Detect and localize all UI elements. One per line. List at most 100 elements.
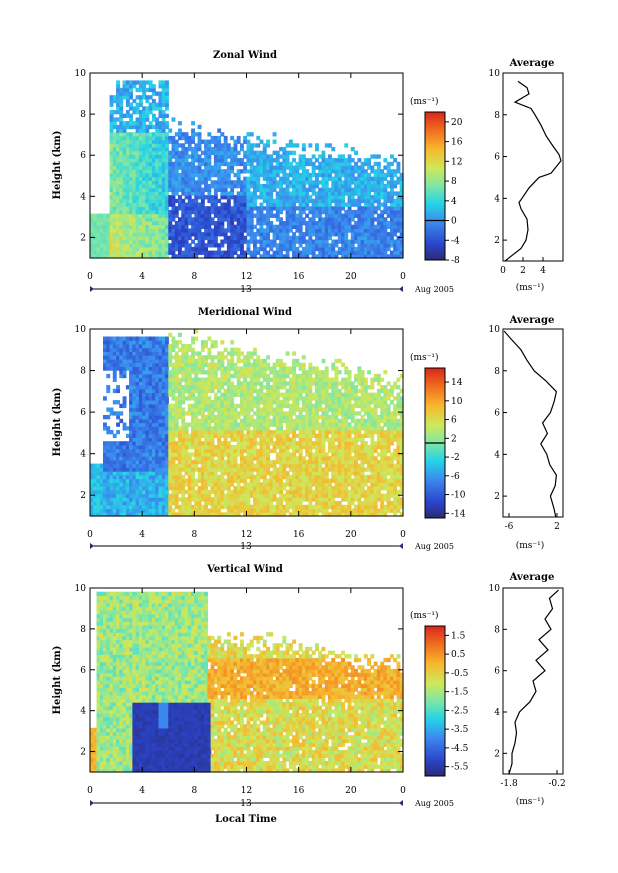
heatmap-cell xyxy=(240,478,244,483)
heatmap-cell xyxy=(103,336,107,341)
heatmap-cell xyxy=(266,493,270,498)
heatmap-cell xyxy=(217,224,222,229)
heatmap-cell xyxy=(194,150,199,155)
heatmap-cell xyxy=(171,224,176,229)
heatmap-cell xyxy=(142,456,147,461)
heatmap-cell xyxy=(151,501,156,506)
heatmap-cell xyxy=(148,482,153,487)
heatmap-cell xyxy=(119,169,124,174)
heatmap-cell xyxy=(151,448,156,453)
heatmap-cell xyxy=(151,150,156,155)
heatmap-cell xyxy=(243,213,248,218)
heatmap-cell xyxy=(191,418,195,424)
heatmap-cell xyxy=(165,139,169,144)
heatmap-cell xyxy=(132,154,137,159)
heatmap-cell xyxy=(354,150,358,155)
heatmap-cell xyxy=(106,344,111,349)
heatmap-cell xyxy=(266,224,270,229)
heatmap-cell xyxy=(178,165,182,170)
heatmap-cell xyxy=(233,508,238,513)
heatmap-cell xyxy=(119,474,124,480)
heatmap-cell xyxy=(217,403,222,409)
heatmap-cell xyxy=(138,121,143,126)
heatmap-cell xyxy=(171,209,176,215)
heatmap-cell xyxy=(266,209,270,215)
heatmap-cell xyxy=(191,433,195,438)
heatmap-cell xyxy=(191,132,195,137)
heatmap-cell xyxy=(138,463,143,468)
heatmap-cell xyxy=(129,358,133,364)
heatmap-cell xyxy=(243,471,248,476)
heatmap-cell xyxy=(288,165,293,170)
heatmap-cell xyxy=(360,195,365,200)
heatmap-cell xyxy=(184,206,189,211)
heatmap-cell xyxy=(119,497,124,502)
heatmap-cell xyxy=(119,187,124,192)
heatmap-cell xyxy=(155,497,160,502)
heatmap-cell xyxy=(122,459,127,465)
heatmap-cell xyxy=(204,254,208,259)
heatmap-cell xyxy=(138,110,143,115)
heatmap-cell xyxy=(305,187,310,192)
heatmap-cell xyxy=(337,187,342,192)
heatmap-cell xyxy=(272,254,277,259)
heatmap-cell xyxy=(142,336,147,341)
heatmap-cell xyxy=(116,474,120,480)
heatmap-cell xyxy=(230,422,235,427)
heatmap-cell xyxy=(168,169,173,174)
heatmap-cell xyxy=(145,370,150,375)
heatmap-cell xyxy=(285,228,290,233)
heatmap-cell xyxy=(158,486,163,491)
heatmap-cell xyxy=(109,467,114,472)
heatmap-cell xyxy=(181,512,186,517)
heatmap-cell xyxy=(230,150,235,155)
heatmap-cell xyxy=(230,362,235,367)
heatmap-cell xyxy=(194,187,199,192)
heatmap-cell xyxy=(223,147,228,152)
heatmap-cell xyxy=(217,135,222,141)
heatmap-cell xyxy=(301,143,306,148)
heatmap-cell xyxy=(311,180,316,185)
heatmap-cell xyxy=(315,172,319,178)
heatmap-cell xyxy=(138,430,143,435)
heatmap-cell xyxy=(233,448,238,453)
heatmap-cell xyxy=(204,358,208,364)
heatmap-cell xyxy=(142,388,147,394)
heatmap-cell xyxy=(129,180,133,185)
heatmap-cell xyxy=(210,180,215,185)
heatmap-cell xyxy=(161,84,166,89)
heatmap-cell xyxy=(148,169,153,174)
heatmap-cell xyxy=(151,482,156,487)
heatmap-cell xyxy=(148,381,153,386)
heatmap-cell xyxy=(246,250,251,255)
heatmap-cell xyxy=(90,471,94,476)
heatmap-cell xyxy=(174,467,179,472)
heatmap-cell xyxy=(142,377,147,382)
heatmap-cell xyxy=(181,448,186,453)
heatmap-cell xyxy=(207,239,212,244)
heatmap-cell xyxy=(135,147,140,152)
heatmap-cell xyxy=(223,213,228,218)
heatmap-cell xyxy=(285,254,290,259)
heatmap-cell xyxy=(197,143,202,148)
heatmap-cell xyxy=(155,430,160,435)
heatmap-cell xyxy=(213,512,218,517)
heatmap-cell xyxy=(197,172,202,178)
heatmap-cell xyxy=(138,396,143,401)
heatmap-cell xyxy=(240,497,244,502)
heatmap-cell xyxy=(142,493,147,498)
heatmap-cell xyxy=(233,456,238,461)
heatmap-cell xyxy=(96,497,101,502)
heatmap-cell xyxy=(184,347,189,352)
heatmap-cell xyxy=(168,422,173,427)
heatmap-cell xyxy=(187,452,192,457)
heatmap-cell xyxy=(103,246,107,252)
heatmap-cell xyxy=(285,202,290,207)
heatmap-cell xyxy=(305,254,310,259)
heatmap-cell xyxy=(125,232,130,237)
heatmap-cell xyxy=(191,441,195,446)
heatmap-cell xyxy=(347,228,352,233)
heatmap-cell xyxy=(301,232,306,237)
heatmap-cell xyxy=(262,150,267,155)
heatmap-cell xyxy=(344,209,349,215)
